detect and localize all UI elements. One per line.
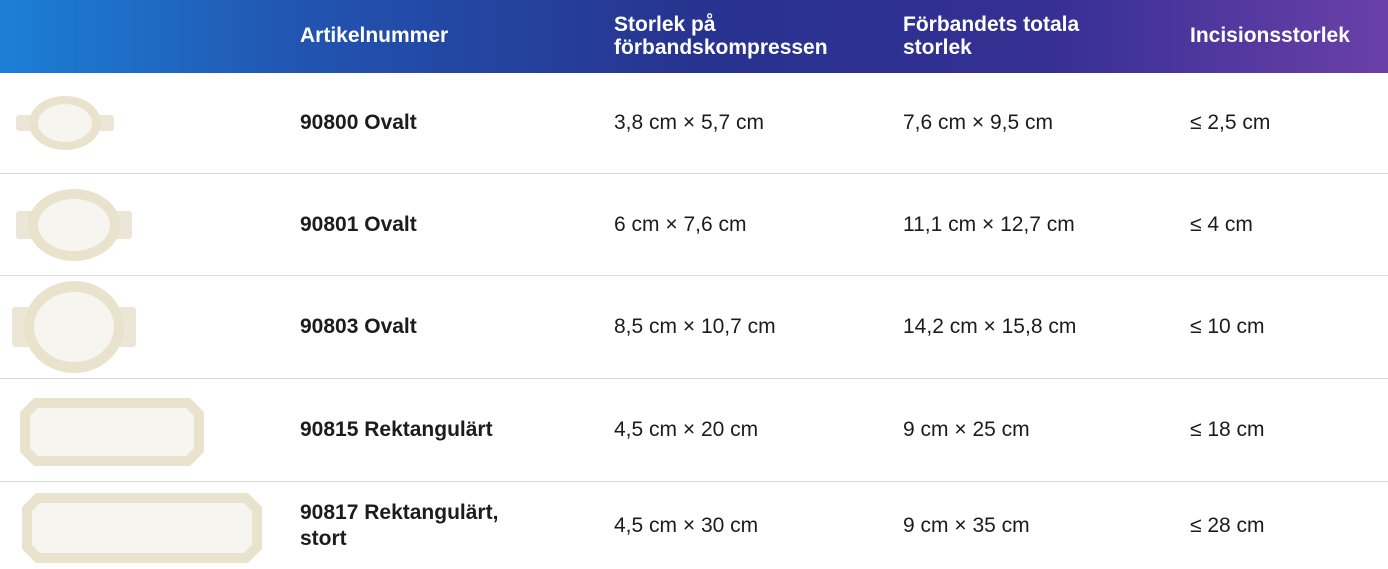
article-cell: 90815 Rektangulärt bbox=[300, 379, 614, 482]
cell: ≤ 10 cm bbox=[1190, 276, 1388, 379]
dressing-icon bbox=[8, 483, 298, 569]
article-cell: 90817 Rektangulärt, stort bbox=[300, 482, 614, 569]
cell: 4,5 cm × 20 cm bbox=[614, 379, 903, 482]
header-cell: Artikelnummer bbox=[300, 0, 614, 73]
cell: 8,5 cm × 10,7 cm bbox=[614, 276, 903, 379]
cell: ≤ 18 cm bbox=[1190, 379, 1388, 482]
header-cell: Storlek på förbandskompressen bbox=[614, 0, 903, 73]
cell: 6 cm × 7,6 cm bbox=[614, 174, 903, 276]
article-cell: 90801 Ovalt bbox=[300, 174, 614, 276]
dressing-icon bbox=[8, 175, 298, 275]
page: Artikelnummer Storlek på förbandskompres… bbox=[0, 0, 1388, 569]
product-image bbox=[0, 276, 300, 379]
cell: ≤ 4 cm bbox=[1190, 174, 1388, 276]
cell: 7,6 cm × 9,5 cm bbox=[903, 73, 1190, 174]
cell: 4,5 cm × 30 cm bbox=[614, 482, 903, 569]
product-image bbox=[0, 73, 300, 174]
cell: 11,1 cm × 12,7 cm bbox=[903, 174, 1190, 276]
product-image bbox=[0, 482, 300, 569]
cell: ≤ 28 cm bbox=[1190, 482, 1388, 569]
dressing-icon bbox=[8, 73, 298, 173]
dressing-icon bbox=[8, 380, 298, 480]
article-cell: 90803 Ovalt bbox=[300, 276, 614, 379]
article-cell: 90800 Ovalt bbox=[300, 73, 614, 174]
cell: 14,2 cm × 15,8 cm bbox=[903, 276, 1190, 379]
cell: ≤ 2,5 cm bbox=[1190, 73, 1388, 174]
dressing-icon bbox=[8, 277, 298, 377]
header-cell: Förbandets totala storlek bbox=[903, 0, 1190, 73]
product-image bbox=[0, 174, 300, 276]
product-table: Artikelnummer Storlek på förbandskompres… bbox=[0, 0, 1388, 569]
product-image bbox=[0, 379, 300, 482]
header-cell: Incisionsstorlek bbox=[1190, 0, 1388, 73]
cell: 3,8 cm × 5,7 cm bbox=[614, 73, 903, 174]
cell: 9 cm × 25 cm bbox=[903, 379, 1190, 482]
cell: 9 cm × 35 cm bbox=[903, 482, 1190, 569]
